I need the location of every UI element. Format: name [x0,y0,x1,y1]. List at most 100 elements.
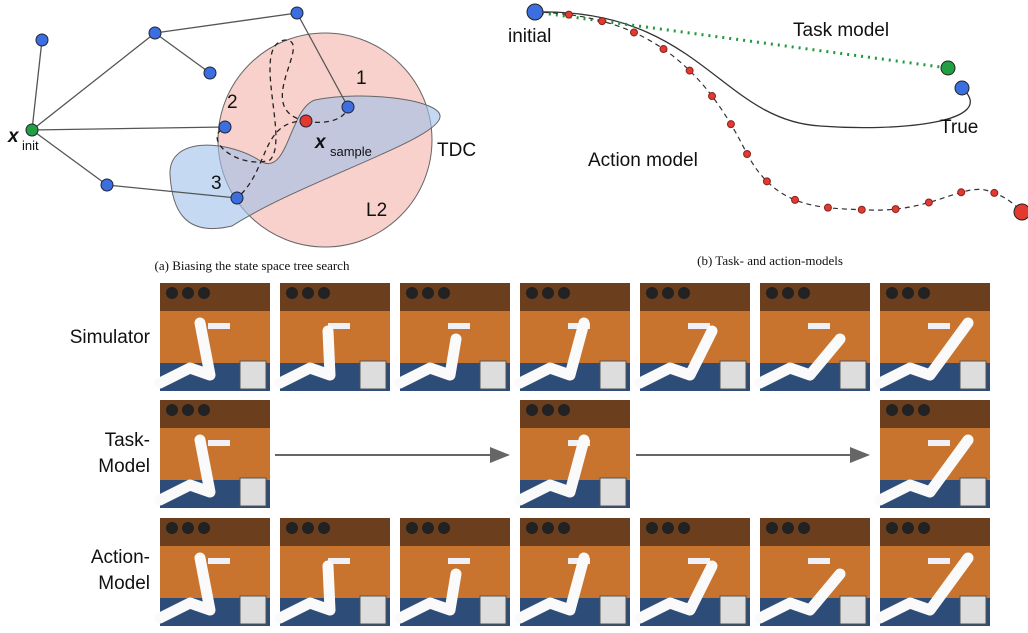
block [208,323,230,329]
bin [480,361,506,389]
hole [558,287,570,299]
hole [438,287,450,299]
bin [960,361,986,389]
sim-frame [160,283,270,391]
hole [198,522,210,534]
true-path [535,12,970,128]
action-point [744,150,751,157]
action-end [1014,204,1028,220]
hole [406,522,418,534]
action-point [727,121,734,128]
hole [918,522,930,534]
row-label: Action- [91,547,150,568]
hole [166,287,178,299]
bin [720,596,746,624]
hole [902,287,914,299]
node-label: 1 [356,68,367,89]
hole [918,404,930,416]
hole [646,522,658,534]
hole [182,287,194,299]
label-initial: initial [508,26,551,47]
shelf [520,400,630,428]
sim-frame [160,400,270,508]
sim-frame [760,283,870,391]
hole [182,522,194,534]
shelf [280,283,390,311]
true-end [955,81,969,95]
caption: (a) Biasing the state space tree search [155,258,350,273]
hole [678,522,690,534]
bin [480,596,506,624]
hole [526,404,538,416]
sim-frame [280,283,390,391]
hole [542,404,554,416]
hole [766,522,778,534]
shelf [520,518,630,546]
hole [662,287,674,299]
bin [240,596,266,624]
hole [198,404,210,416]
shelf [160,518,270,546]
sim-frame [400,518,510,626]
block [208,440,230,446]
shelf [880,283,990,311]
hole [646,287,658,299]
hole [166,522,178,534]
hole [662,522,674,534]
row-label: Model [98,573,150,594]
hole [766,287,778,299]
bin [240,478,266,506]
hole [286,522,298,534]
shelf [880,400,990,428]
figure: x init x sample 1 2 3 TDC L2 (a) Biasing… [0,0,1028,628]
block [448,323,470,329]
action-point [958,189,965,196]
block [928,440,950,446]
shelf [400,283,510,311]
bin [840,361,866,389]
row-label: Task- [105,430,150,451]
hole [526,287,538,299]
hole [422,522,434,534]
sim-frame [400,283,510,391]
bin [600,361,626,389]
shelf [520,283,630,311]
sim-frame [880,518,990,626]
hole [902,404,914,416]
hole [422,287,434,299]
bin [360,596,386,624]
task-end [941,61,955,75]
hole [886,404,898,416]
x-init-symbol: x [7,126,20,147]
shelf [640,283,750,311]
hole [302,522,314,534]
block [688,323,710,329]
sim-frame [280,518,390,626]
block [928,323,950,329]
sim-frame [640,518,750,626]
hole [542,522,554,534]
x-sample-subscript: sample [330,144,372,159]
hole [902,522,914,534]
hole [438,522,450,534]
action-point [925,199,932,206]
region-label: L2 [366,200,387,221]
action-point [630,29,637,36]
action-point [565,11,572,18]
hole [558,522,570,534]
node-label: 2 [227,92,238,113]
hole [542,287,554,299]
sim-frame [520,518,630,626]
action-point [892,206,899,213]
sim-frame [640,283,750,391]
hole [782,287,794,299]
action-point [763,178,770,185]
block [208,558,230,564]
region-label: TDC [437,140,476,161]
hole [318,287,330,299]
shelf [760,518,870,546]
hole [886,287,898,299]
panel-b: initial Task model True Action model (b)… [508,4,1028,268]
hole [198,287,210,299]
bin [600,596,626,624]
